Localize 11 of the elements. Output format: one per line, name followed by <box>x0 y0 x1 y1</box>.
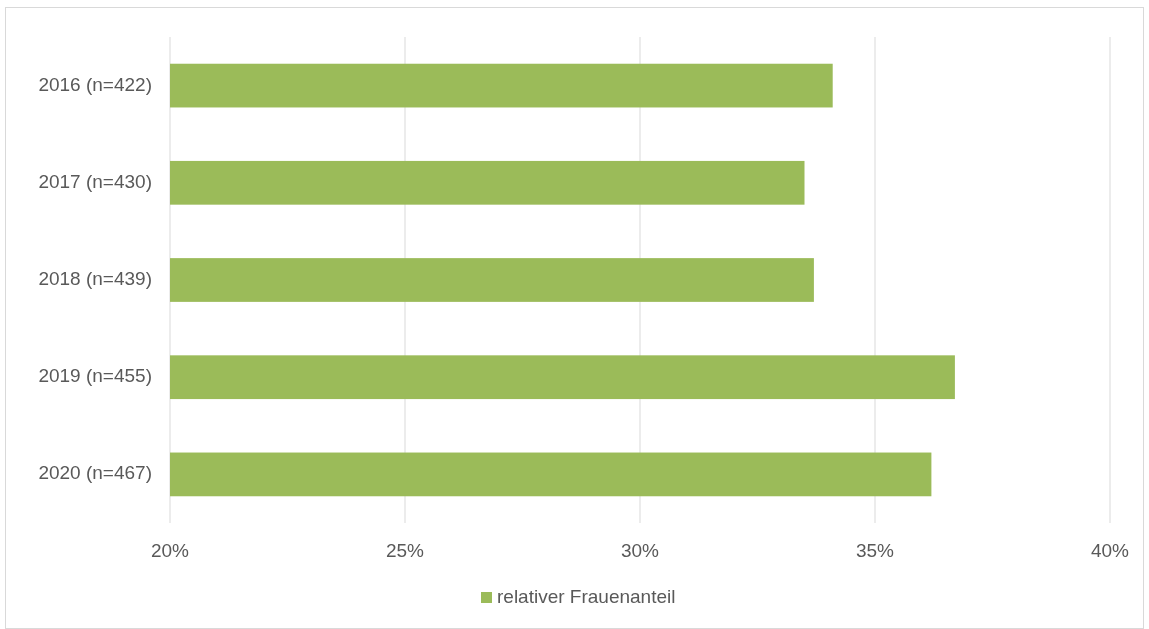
x-tick-label: 35% <box>855 540 895 561</box>
y-tick-label: 2017 (n=430) <box>38 170 152 192</box>
x-tick-label: 25% <box>385 540 425 561</box>
y-tick-label: 2020 (n=467) <box>38 462 152 484</box>
y-tick-label: 2019 (n=455) <box>38 365 152 387</box>
x-tick-label: 40% <box>1090 540 1130 561</box>
y-tick-label: 2016 (n=422) <box>38 73 152 95</box>
x-tick-label: 20% <box>150 540 190 561</box>
y-tick-label: 2018 (n=439) <box>38 268 152 290</box>
x-tick-label: 30% <box>620 540 660 561</box>
legend-label: relativer Frauenanteil <box>497 586 676 608</box>
